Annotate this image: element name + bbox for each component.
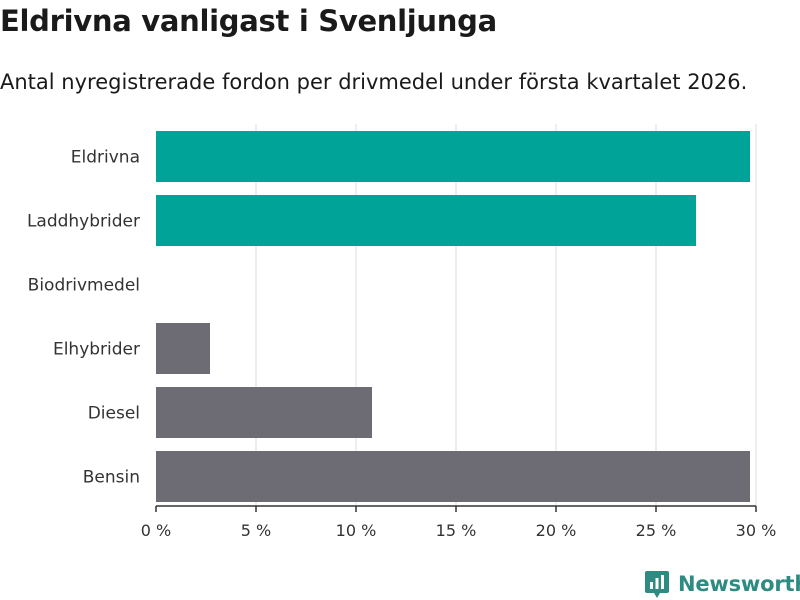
x-tick-label: 5 % [241,521,271,540]
bar [156,131,750,182]
bar [156,451,750,502]
x-tick-label: 20 % [536,521,577,540]
brand-name: Newsworthy [678,572,800,596]
x-tick-label: 30 % [736,521,777,540]
chart-title: Eldrivna vanligast i Svenljunga [0,4,497,38]
bar [156,323,210,374]
newsworthy-logo-icon [645,571,669,598]
bar [156,195,696,246]
brand-logo: Newsworthy [644,568,800,600]
category-label: Biodrivmedel [28,276,140,296]
category-label: Bensin [83,468,140,488]
x-tick-label: 25 % [636,521,677,540]
category-label: Elhybrider [53,340,140,360]
category-label: Diesel [88,404,140,424]
bar [156,387,372,438]
chart-subtitle: Antal nyregistrerade fordon per drivmede… [0,70,748,94]
category-label: Eldrivna [71,148,140,168]
category-label: Laddhybrider [27,212,140,232]
x-tick-label: 15 % [436,521,477,540]
x-tick-label: 10 % [336,521,377,540]
x-tick-label: 0 % [141,521,171,540]
